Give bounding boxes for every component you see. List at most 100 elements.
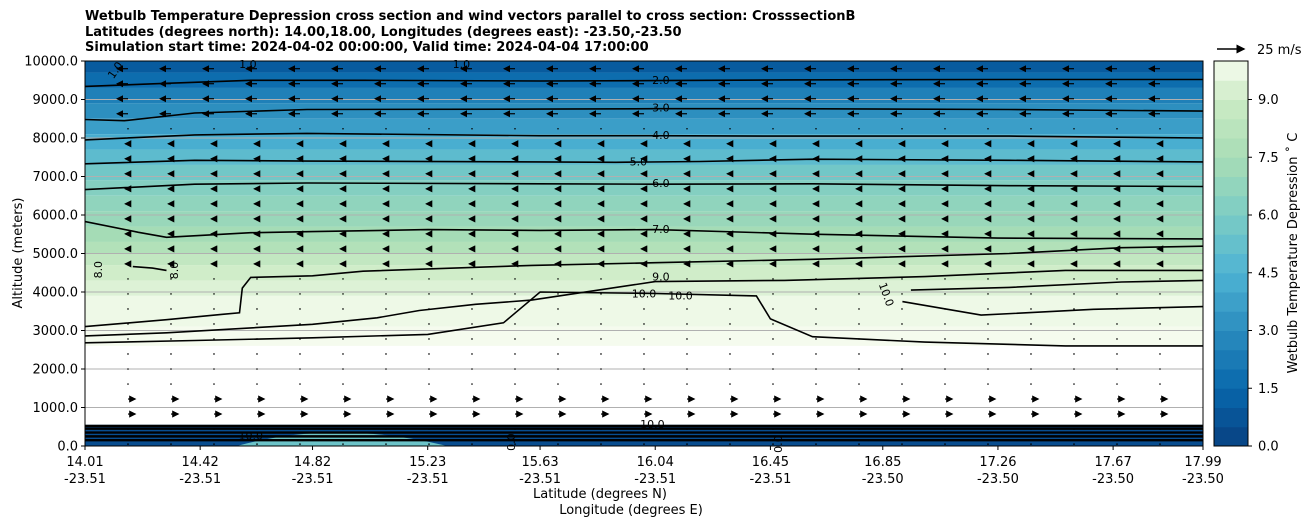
wind-vector [944, 368, 946, 370]
wind-vector [815, 353, 817, 355]
wind-vector [256, 443, 258, 445]
wind-scale-label: 25 m/s [1257, 43, 1302, 58]
contour-4.0 [85, 132, 1203, 141]
wind-vector [643, 338, 645, 340]
wind-vector [901, 293, 903, 295]
wind-vector [514, 278, 516, 280]
wind-vector [170, 323, 172, 325]
wind-vector [342, 368, 344, 370]
wind-vector [1030, 383, 1032, 385]
wind-vector [342, 383, 344, 385]
colorbar-tick-label: 9.0 [1258, 93, 1279, 108]
wind-vector [944, 353, 946, 355]
wind-vector [342, 338, 344, 340]
wind-vector [213, 383, 215, 385]
wind-vector [686, 353, 688, 355]
wind-vector [342, 353, 344, 355]
wind-vector [428, 353, 430, 355]
wind-vector [1159, 278, 1161, 280]
wind-vector [514, 368, 516, 370]
wind-vector [944, 127, 946, 130]
x-tick-label-lat: 17.26 [979, 455, 1016, 470]
contour-label: 3.0 [652, 102, 670, 115]
wind-vector [557, 127, 559, 130]
wind-vector [987, 338, 989, 340]
wind-vector [1159, 383, 1161, 385]
wind-vector [256, 323, 258, 325]
wind-vector [944, 293, 946, 295]
contour-label: 8.0 [92, 261, 105, 279]
wind-vector [901, 278, 903, 280]
wind-vector [557, 383, 559, 385]
wind-vector [729, 323, 731, 325]
wind-vector [643, 383, 645, 385]
wind-vector [686, 308, 688, 310]
wind-vector [256, 368, 258, 370]
wind-vector [385, 323, 387, 325]
wind-vector [1159, 353, 1161, 355]
wind-vector [944, 443, 946, 445]
y-tick-label: 3000.0 [33, 324, 79, 339]
contour-3.0 [85, 107, 1203, 122]
wind-vector [1159, 127, 1161, 130]
wind-vector [987, 127, 989, 130]
colorbar-tick-label: 7.5 [1258, 151, 1279, 166]
wind-vector [170, 308, 172, 310]
y-tick-label: 9000.0 [33, 93, 79, 108]
wind-vector [772, 127, 774, 130]
colorbar-segment [1214, 369, 1248, 389]
wind-vector [1159, 308, 1161, 310]
contour-10.0-b [902, 300, 1203, 316]
wind-vector [213, 368, 215, 370]
wind-vector [428, 278, 430, 280]
wind-vector [170, 368, 172, 370]
wind-vector [514, 293, 516, 295]
wind-vector [901, 308, 903, 310]
wind-vector [901, 443, 903, 445]
wind-vector [557, 353, 559, 355]
wind-vector [643, 323, 645, 325]
wind-vector [858, 293, 860, 295]
colorbar-segment [1214, 99, 1248, 120]
wind-vector [772, 323, 774, 325]
contour-label: 0.0 [772, 435, 785, 453]
wind-vector [514, 383, 516, 385]
wind-vector [858, 127, 860, 130]
wind-vector [901, 323, 903, 325]
wind-vector [1116, 353, 1118, 355]
wind-vector [342, 323, 344, 325]
x-tick-label-lon: -23.51 [407, 472, 449, 487]
wind-vector [686, 278, 688, 280]
wind-vector [729, 278, 731, 280]
x-tick-label-lat: 14.82 [294, 455, 331, 470]
wind-vector [428, 368, 430, 370]
field-band [85, 103, 1203, 119]
wind-vector [1073, 383, 1075, 385]
wind-vector [170, 443, 172, 445]
wind-vector [901, 383, 903, 385]
wind-vector [1073, 443, 1075, 445]
wind-vector [729, 127, 731, 130]
wind-vector [213, 443, 215, 445]
wind-vector [213, 308, 215, 310]
wind-vector [987, 293, 989, 295]
x-tick-label-lon: -23.50 [977, 472, 1019, 487]
wind-vector [772, 443, 774, 445]
wind-vector [385, 368, 387, 370]
wind-vector [944, 278, 946, 280]
wind-vector [1073, 338, 1075, 340]
wind-vector [1116, 323, 1118, 325]
wind-vector [987, 353, 989, 355]
y-tick-label: 4000.0 [33, 286, 79, 301]
wind-vector [686, 383, 688, 385]
wind-vector [772, 338, 774, 340]
field-band [85, 295, 1203, 327]
wind-vector [772, 278, 774, 280]
colorbar-segment [1214, 330, 1248, 351]
wind-vector [600, 443, 602, 445]
wind-vector [557, 443, 559, 445]
wind-vector [1116, 383, 1118, 385]
wind-vector [514, 338, 516, 340]
wind-vector [600, 353, 602, 355]
